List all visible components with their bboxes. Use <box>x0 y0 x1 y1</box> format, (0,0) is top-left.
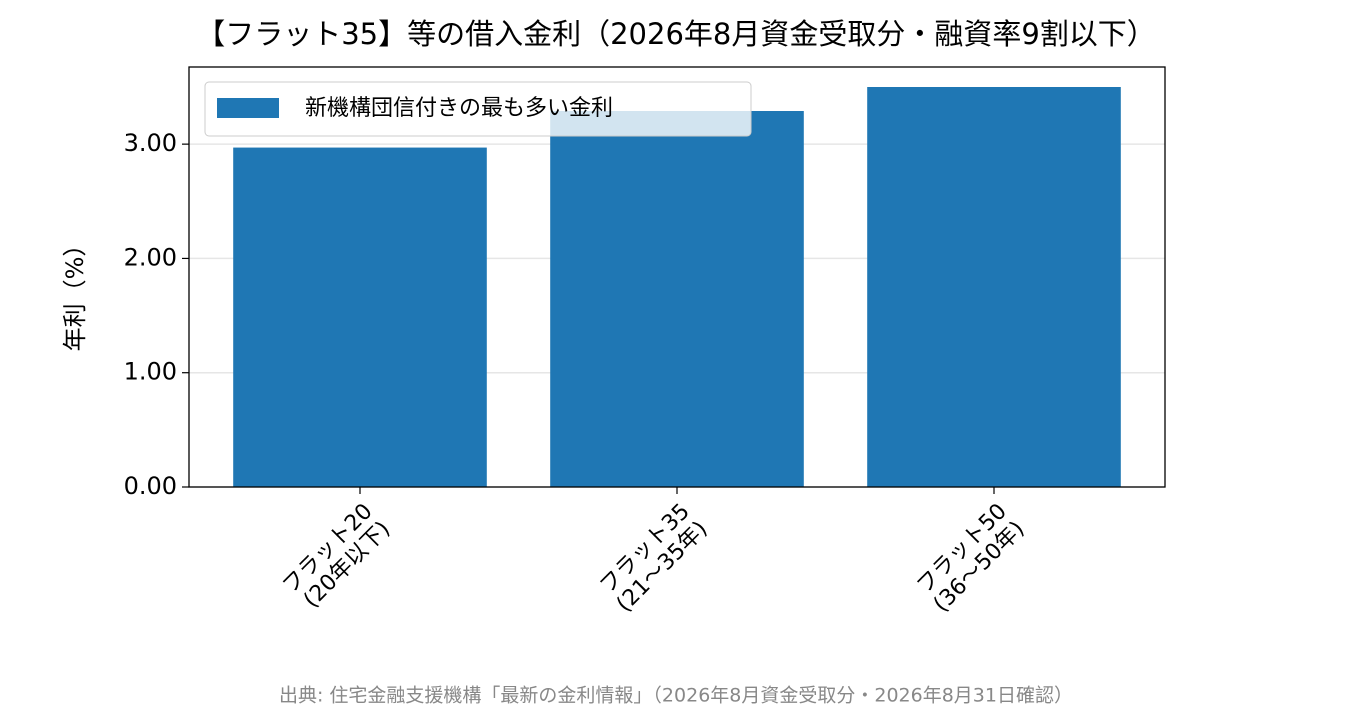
chart-title: 【フラット35】等の借入金利（2026年8月資金受取分・融資率9割以下） <box>196 17 1156 51</box>
y-tick-label: 2.00 <box>124 243 177 271</box>
bar <box>550 111 804 487</box>
bar <box>233 147 487 488</box>
plot-frame <box>188 66 1166 488</box>
legend-box <box>204 81 752 137</box>
y-axis-label: 年利（%） <box>61 233 89 352</box>
y-tick-label: 0.00 <box>124 472 177 500</box>
legend-label: 新機構団信付きの最も多い金利 <box>305 96 613 121</box>
y-tick-label: 1.00 <box>124 358 177 386</box>
legend: 新機構団信付きの最も多い金利 <box>204 81 752 137</box>
y-tick-label: 3.00 <box>124 129 177 157</box>
bar <box>867 87 1121 487</box>
legend-swatch <box>217 98 279 118</box>
source-note: 出典: 住宅金融支援機構「最新の金利情報」（2026年8月資金受取分・2026年… <box>279 685 1073 707</box>
